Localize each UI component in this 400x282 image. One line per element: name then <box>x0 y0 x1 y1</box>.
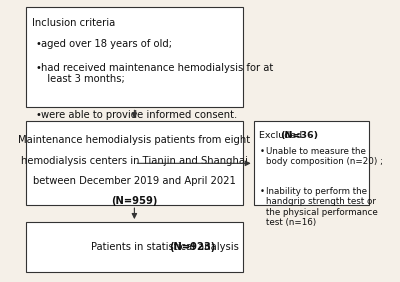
Text: Inclusion criteria: Inclusion criteria <box>32 18 116 28</box>
FancyBboxPatch shape <box>254 122 369 205</box>
Text: Unable to measure the
body composition (n=20) ;: Unable to measure the body composition (… <box>266 147 383 166</box>
Text: •: • <box>260 187 265 196</box>
Text: (N=36): (N=36) <box>280 131 318 140</box>
Text: Patients in statistical analysis: Patients in statistical analysis <box>91 242 242 252</box>
Text: (N=923): (N=923) <box>169 242 215 252</box>
Text: •: • <box>35 110 41 120</box>
FancyBboxPatch shape <box>26 122 243 205</box>
FancyBboxPatch shape <box>26 222 243 272</box>
Text: aged over 18 years of old;: aged over 18 years of old; <box>41 39 172 49</box>
Text: Excluded: Excluded <box>259 131 305 140</box>
Text: Inability to perform the
handgrip strength test or
the physical performance
test: Inability to perform the handgrip streng… <box>266 187 378 227</box>
FancyBboxPatch shape <box>26 7 243 107</box>
Text: •: • <box>260 147 265 156</box>
Text: hemodialysis centers in Tianjin and Shanghai: hemodialysis centers in Tianjin and Shan… <box>21 155 248 166</box>
Text: •: • <box>35 39 41 49</box>
Text: between December 2019 and April 2021: between December 2019 and April 2021 <box>33 176 236 186</box>
Text: had received maintenance hemodialysis for at
  least 3 months;: had received maintenance hemodialysis fo… <box>41 63 274 84</box>
Text: Maintenance hemodialysis patients from eight: Maintenance hemodialysis patients from e… <box>18 135 250 146</box>
Text: were able to provide informed consent.: were able to provide informed consent. <box>41 110 238 120</box>
Text: (N=959): (N=959) <box>111 196 158 206</box>
Text: •: • <box>35 63 41 73</box>
